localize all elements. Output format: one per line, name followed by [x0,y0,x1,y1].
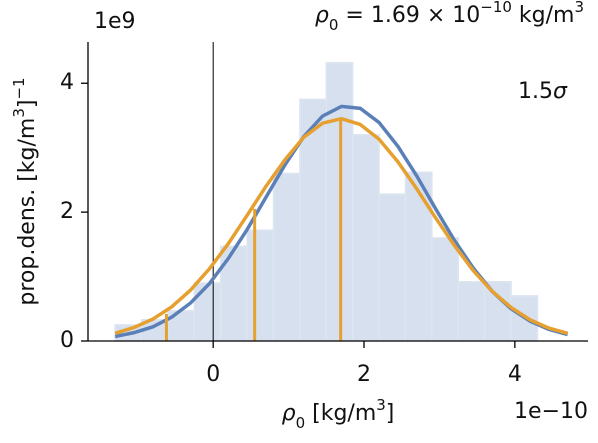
histogram-bar [431,237,460,342]
x-axis-label-part: 3 [376,396,386,414]
y-axis-label-part: prop.dens. [kg/m [15,118,40,306]
histogram-bar [246,229,275,342]
x-axis-label-part: ρ [282,401,296,426]
annotation-part: 1.5 [518,79,553,104]
y-axis-label: prop.dens. [kg/m3]−1 [10,77,41,305]
histogram-bar [404,171,433,342]
annotation: 1.5σ [518,79,568,104]
fit-curve [114,116,569,335]
chart-title: ρ0 = 1.69 × 10−10 kg/m3 [315,0,584,34]
chart-title-part: = 1.69 × 10 [338,3,480,28]
chart-title-part: kg/m [512,3,575,28]
histogram-bar [272,172,301,342]
histogram-bar [193,282,222,342]
x-tick-label: 2 [357,362,371,387]
y-tick-label: 2 [60,199,74,224]
x-tick-label: 0 [206,362,220,387]
x-axis-label: ρ0 [kg/m3] [282,396,395,432]
annotation-part: σ [553,79,568,104]
x-axis-label-part: ] [386,401,395,426]
x-tick-label: 4 [508,362,522,387]
histogram-bar [351,134,380,342]
chart-title-part: 3 [574,0,584,16]
histogram-bar [483,280,512,342]
x-axis-label-part: 0 [296,414,306,432]
x-offset-label: 1e−10 [514,399,588,424]
y-offset-label: 1e9 [94,9,136,34]
chart-title-part: −10 [480,0,512,16]
y-axis-label-part: 3 [10,108,28,118]
y-axis-label-part: −1 [10,77,28,99]
y-tick-label: 4 [60,70,74,95]
chart-title-part: 0 [329,16,339,34]
histogram-bar [378,193,407,342]
x-axis-label-part: [kg/m [305,401,376,426]
chart-title-part: ρ [315,3,329,28]
y-tick-label: 0 [60,328,74,353]
histogram-bar [457,280,486,342]
y-axis-label-part: ] [15,100,40,109]
